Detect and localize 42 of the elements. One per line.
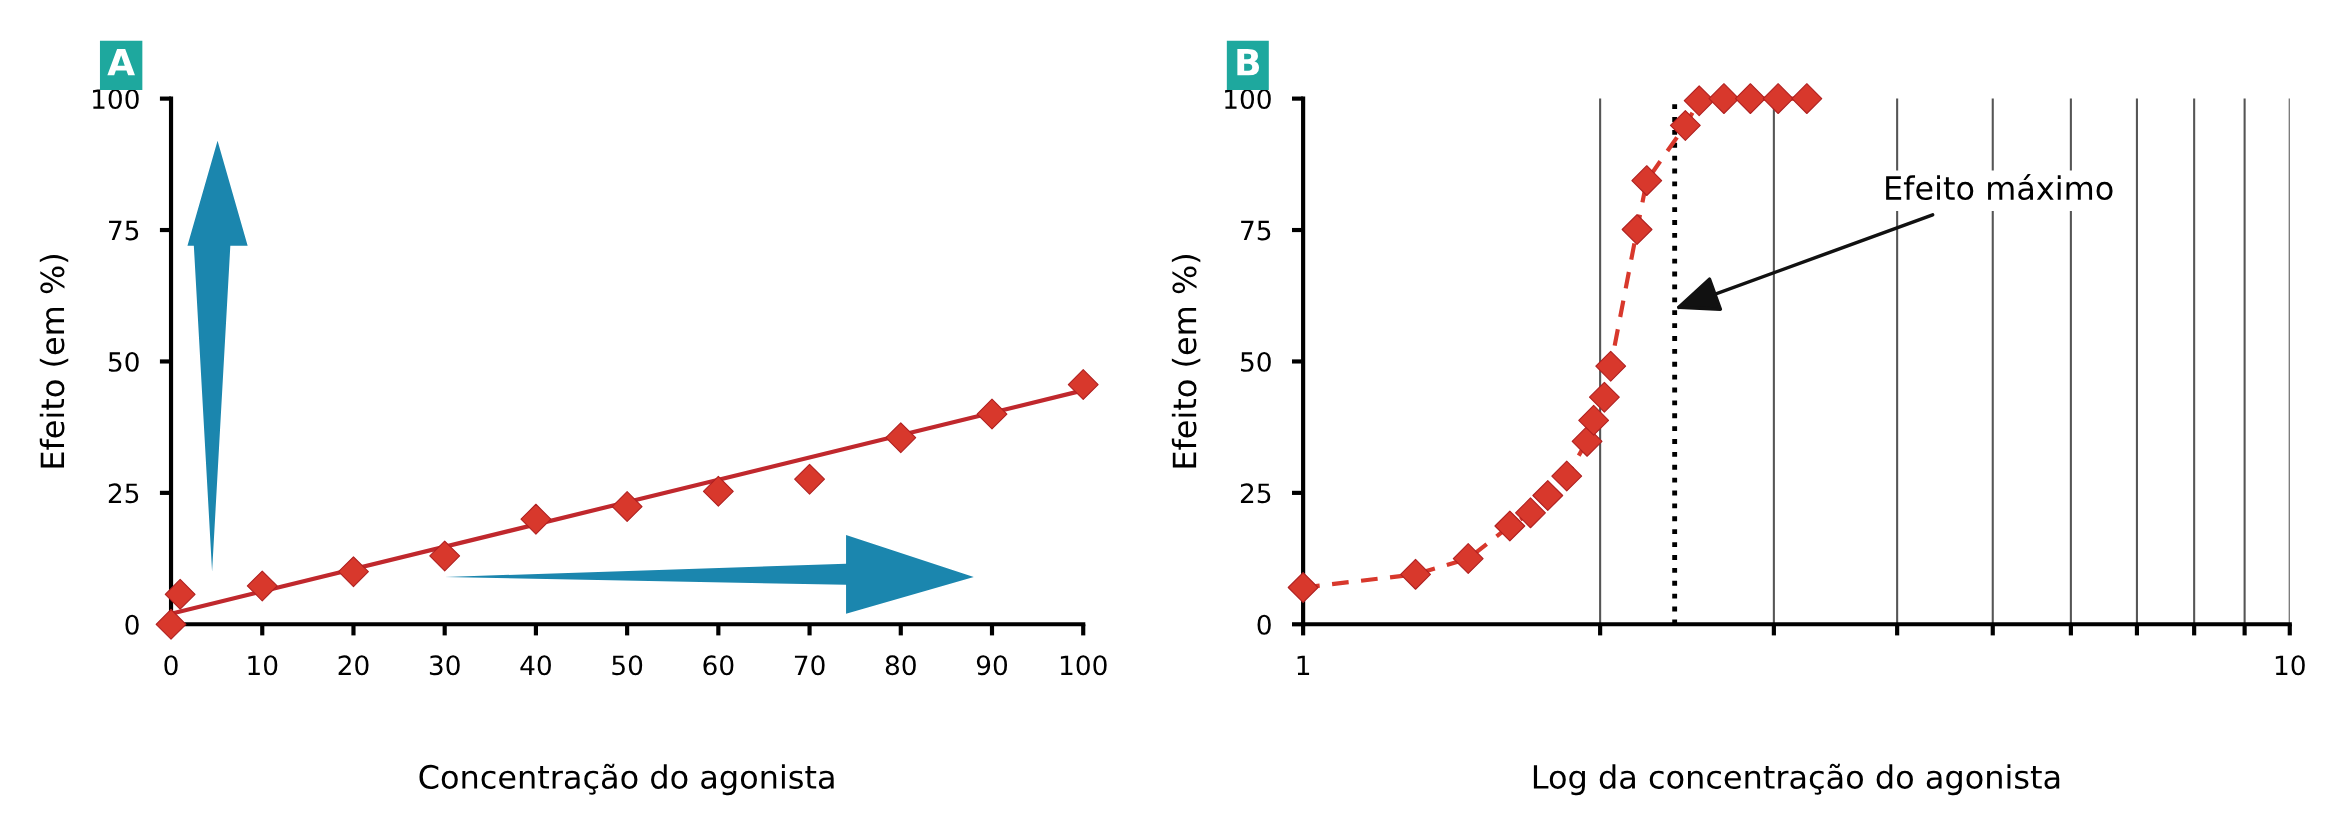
y-tick-label: 75 [109,220,139,241]
chart-title: A [107,49,135,76]
x-tick-label: 60 [703,655,734,676]
y-axis-title: Efeito (em %) [1171,255,1201,468]
point [976,398,1008,430]
y-tick-label: 0 [1257,614,1271,635]
point [164,578,196,610]
x-tick-label: 10 [248,655,278,676]
y-tick-label: 50 [108,351,139,372]
point [611,491,643,522]
chart-title: B [1237,49,1260,76]
point [702,475,734,507]
x-tick-label: 1 [1297,655,1310,675]
x-axis-title: Concentração do agonista [419,763,834,796]
x-tick-label: 90 [976,655,1008,676]
x-tick-label: 50 [612,655,643,676]
y-tick-label: 25 [1240,483,1271,504]
x-tick-label: 40 [520,655,551,676]
y-tick-label: 25 [108,483,139,504]
point [338,556,369,588]
x-tick-label: 20 [338,655,369,676]
point [520,503,552,535]
x-tick-label: 0 [164,655,178,676]
point [246,570,278,602]
point [429,540,461,572]
y-tick-label: 0 [125,614,139,635]
y-tick-label: 50 [1241,351,1271,372]
x-axis-title: Log da concentração do agonista [1533,763,2060,796]
point [794,463,826,495]
point [155,608,187,640]
y-tick-label: 100 [93,89,139,110]
x-tick-label: 70 [794,655,825,676]
x-tick-label: 80 [885,655,916,676]
x-tick-label: 100 [1060,655,1107,676]
y-tick-label: 100 [1225,89,1271,110]
point [885,422,917,454]
y-axis-title: Efeito (em %) [39,255,69,468]
x-tick-label: 10 [2275,655,2305,676]
x-tick-label: 30 [429,655,460,676]
annotation: Efeito máximo [1886,174,2113,201]
y-tick-label: 75 [1241,220,1271,241]
point [1067,369,1099,401]
